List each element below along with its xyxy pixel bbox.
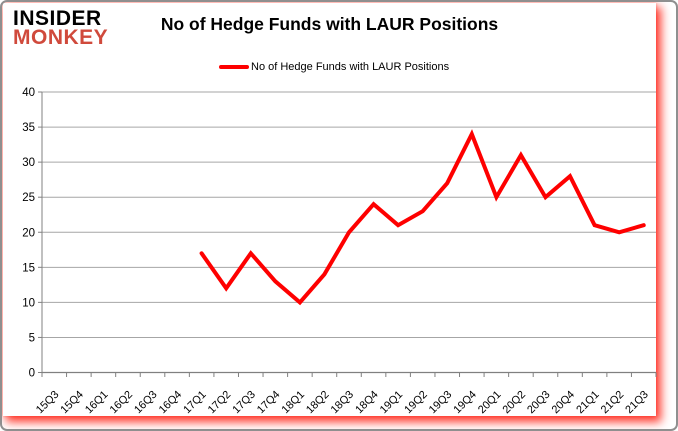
x-tick-label-19Q1: 19Q1 bbox=[378, 389, 406, 417]
x-tick-label-21Q2: 21Q2 bbox=[599, 389, 627, 417]
y-tick-label-15: 15 bbox=[22, 262, 35, 274]
x-tick-label-21Q3: 21Q3 bbox=[623, 389, 651, 417]
y-tick-label-30: 30 bbox=[22, 157, 35, 169]
x-tick-label-16Q4: 16Q4 bbox=[157, 389, 185, 417]
x-tick-label-19Q2: 19Q2 bbox=[402, 389, 430, 417]
y-tick-label-35: 35 bbox=[22, 122, 35, 134]
y-tick-label-40: 40 bbox=[22, 87, 35, 99]
y-tick-label-0: 0 bbox=[29, 368, 35, 380]
x-tick-label-18Q4: 18Q4 bbox=[353, 389, 381, 417]
x-tick-label-17Q2: 17Q2 bbox=[206, 389, 234, 417]
x-tick-label-15Q4: 15Q4 bbox=[58, 389, 86, 417]
x-tick-label-16Q1: 16Q1 bbox=[83, 389, 111, 417]
logo-text-insider: INSIDER bbox=[13, 7, 102, 30]
legend: No of Hedge Funds with LAUR Positions bbox=[219, 61, 449, 73]
x-tick-label-19Q4: 19Q4 bbox=[451, 389, 479, 417]
chart-title: No of Hedge Funds with LAUR Positions bbox=[160, 14, 499, 34]
y-tick-label-20: 20 bbox=[22, 227, 35, 239]
x-tick-label-20Q2: 20Q2 bbox=[500, 389, 528, 417]
legend-line-marker bbox=[219, 65, 249, 69]
x-tick-label-17Q1: 17Q1 bbox=[181, 389, 209, 417]
x-tick-label-17Q3: 17Q3 bbox=[230, 389, 258, 417]
x-tick-label-15Q3: 15Q3 bbox=[34, 389, 62, 417]
x-tick-label-18Q1: 18Q1 bbox=[279, 389, 307, 417]
x-tick-label-16Q2: 16Q2 bbox=[108, 389, 136, 417]
x-tick-label-16Q3: 16Q3 bbox=[132, 389, 160, 417]
plot-area-host: 0 5 10 15 20 25 30 35 40 15Q3 15Q4 16Q1 16Q2 16Q3 16Q4… bbox=[3, 83, 658, 428]
x-tick-label-17Q4: 17Q4 bbox=[255, 389, 283, 417]
x-tick-label-18Q3: 18Q3 bbox=[329, 389, 357, 417]
y-tick-label-10: 10 bbox=[22, 297, 35, 309]
logo-text-monkey: MONKEY bbox=[13, 25, 109, 49]
x-tick-label-20Q3: 20Q3 bbox=[525, 389, 553, 417]
y-tick-label-5: 5 bbox=[29, 332, 35, 344]
x-tick-label-20Q1: 20Q1 bbox=[476, 389, 504, 417]
legend-label: No of Hedge Funds with LAUR Positions bbox=[251, 61, 450, 73]
x-tick-label-18Q2: 18Q2 bbox=[304, 389, 332, 417]
x-tick-label-19Q3: 19Q3 bbox=[427, 389, 455, 417]
x-tick-label-20Q4: 20Q4 bbox=[550, 389, 578, 417]
chart-card: INSIDER MONKEY No of Hedge Funds with LA… bbox=[3, 3, 657, 416]
line-chart-svg: 0 5 10 15 20 25 30 35 40 15Q315Q416Q116Q216Q316Q4… bbox=[22, 87, 657, 417]
y-tick-label-25: 25 bbox=[22, 192, 35, 204]
x-tick-label-21Q1: 21Q1 bbox=[574, 389, 602, 417]
data-line-series-0 bbox=[199, 129, 646, 306]
insider-monkey-logo: INSIDER MONKEY bbox=[13, 7, 109, 49]
